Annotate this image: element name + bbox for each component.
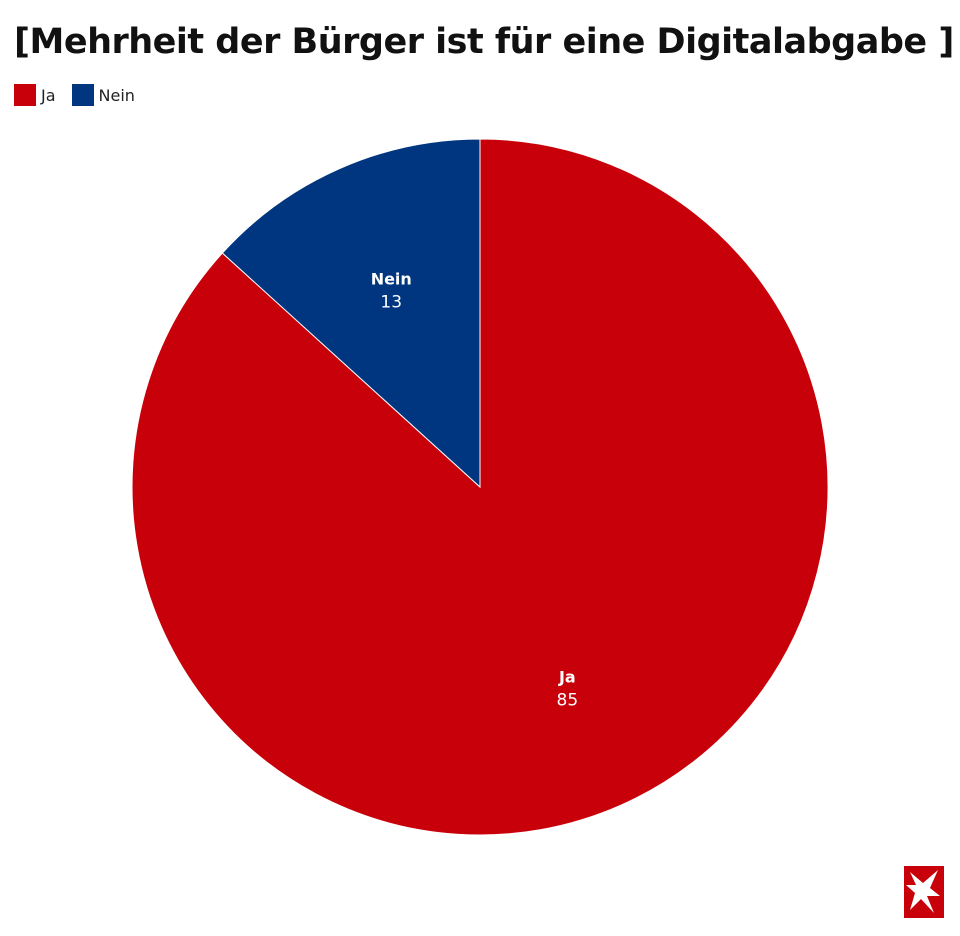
pie-slice-nein xyxy=(221,138,481,489)
legend-item-ja: Ja xyxy=(14,84,56,106)
chart-title: [Mehrheit der Bürger ist für eine Digita… xyxy=(14,22,954,62)
slice-label-ja: Ja xyxy=(558,667,576,686)
legend-label-ja: Ja xyxy=(41,85,56,105)
slice-value-nein: 13 xyxy=(380,293,402,313)
legend-swatch-nein xyxy=(71,84,94,106)
chart-legend: Ja Nein xyxy=(14,84,135,106)
legend-item-nein: Nein xyxy=(71,84,135,106)
slice-label-nein: Nein xyxy=(371,270,412,289)
logo-star xyxy=(906,870,940,913)
legend-swatch-ja xyxy=(14,84,36,106)
stern-star-logo-icon xyxy=(904,866,944,918)
slice-value-ja: 85 xyxy=(557,690,579,710)
legend-label-nein: Nein xyxy=(98,85,135,105)
